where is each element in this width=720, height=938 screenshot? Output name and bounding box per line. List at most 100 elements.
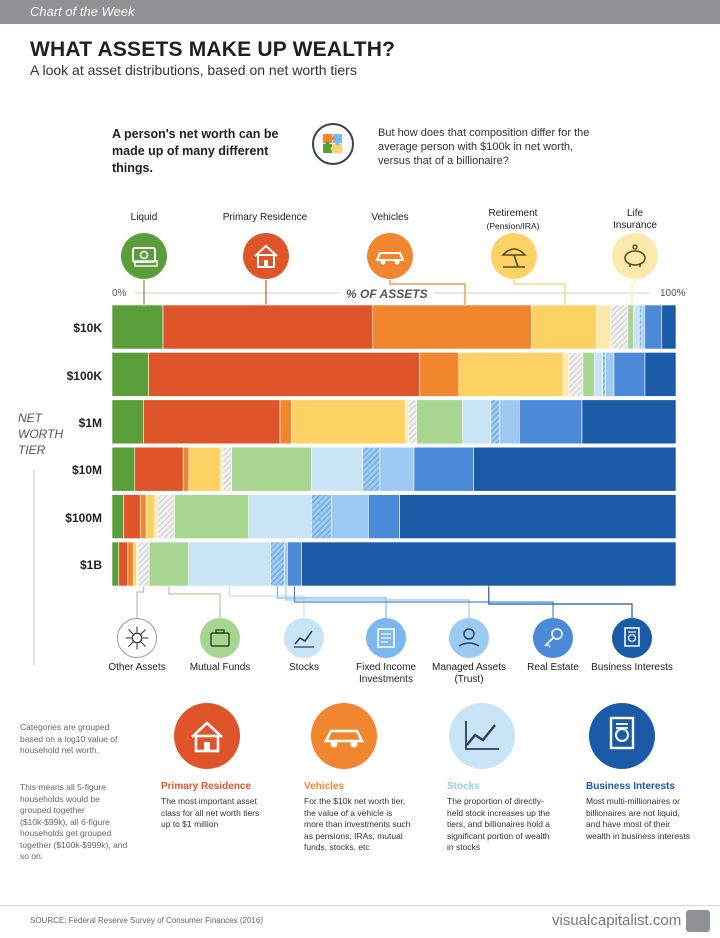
- bar-segment-mutual-funds-100k: [582, 352, 595, 397]
- bar-segment-managed-assets-trust--100k: [605, 352, 615, 397]
- bar-segment-other-assets-1m: [407, 399, 418, 445]
- bar-segment-other-assets-10m: [222, 446, 232, 492]
- bar-segment-fixed-income-investments-100m: [311, 494, 332, 539]
- bar-segment-retirement-pension-ira--1m: [291, 399, 406, 445]
- bar-segment-fixed-income-investments-100k: [602, 352, 606, 397]
- bar-segment-retirement-pension-ira--100m: [145, 494, 156, 539]
- bar-segment-retirement-pension-ira--1b: [133, 541, 137, 587]
- house-icon: [243, 233, 289, 279]
- car-icon: [311, 703, 377, 769]
- label-life-insurance: Life Insurance: [613, 208, 657, 231]
- intro-right-text: But how does that composition differ for…: [378, 127, 590, 167]
- card-title-stocks: Stocks: [447, 781, 480, 792]
- side-note-grouping: Categories are grouped based on a log10 …: [20, 722, 118, 755]
- bar-segment-liquid-1m: [111, 399, 144, 445]
- card-title-primary-residence: Primary Residence: [161, 781, 252, 792]
- bar-segment-other-assets-100m: [157, 494, 175, 539]
- car-icon: [367, 233, 413, 279]
- bar-segment-stocks-1b: [188, 541, 271, 587]
- label-managed-assets: Managed Assets (Trust): [432, 662, 506, 685]
- bar-segment-stocks-100m: [248, 494, 312, 539]
- brand-name[interactable]: visualcapitalist.com: [552, 912, 682, 929]
- footer-divider: [0, 905, 720, 906]
- bar-segment-primary-residence-100m: [123, 494, 141, 539]
- bar-segment-real-estate-100m: [368, 494, 400, 539]
- bar-segment-mutual-funds-1m: [416, 399, 463, 445]
- bar-segment-stocks-10m: [311, 446, 363, 492]
- brand-logo-icon: [686, 910, 710, 932]
- connector-stocks: [229, 586, 305, 618]
- house-icon: [174, 703, 240, 769]
- source-note: SOURCE: Federal Reserve Survey of Consum…: [30, 916, 263, 925]
- bar-segment-retirement-pension-ira--10m: [188, 446, 221, 492]
- row-label-10k: $10K: [73, 321, 102, 335]
- bar-segment-vehicles-10k: [372, 304, 532, 350]
- bar-segment-business-interests-10m: [473, 446, 677, 492]
- bar-segment-retirement-pension-ira--100k: [458, 352, 564, 397]
- cash-icon: [121, 233, 167, 279]
- connector-retirement-pension-ira-: [513, 280, 566, 305]
- bar-segment-liquid-10k: [111, 304, 164, 350]
- bar-segment-business-interests-1m: [581, 399, 677, 445]
- bar-segment-business-interests-100k: [644, 352, 677, 397]
- label-real-estate: Real Estate: [527, 662, 579, 673]
- row-label-10m: $10M: [71, 463, 102, 477]
- bar-segment-vehicles-1b: [127, 541, 134, 587]
- page-subtitle: A look at asset distributions, based on …: [30, 62, 357, 78]
- card-title-business-interests: Business Interests: [586, 781, 675, 792]
- bar-segment-liquid-1b: [111, 541, 120, 587]
- bar-segment-real-estate-1m: [519, 399, 583, 445]
- bar-segment-vehicles-100m: [140, 494, 147, 539]
- bar-segment-retirement-pension-ira--10k: [531, 304, 597, 350]
- bar-segment-primary-residence-10m: [134, 446, 184, 492]
- connector-fixed-income-investments: [276, 586, 387, 618]
- puzzle-icon: [312, 123, 354, 165]
- label-stocks: Stocks: [288, 662, 319, 673]
- axis-left-label: 0%: [112, 288, 127, 299]
- bar-segment-life-insurance-10k: [596, 304, 612, 350]
- page-title: WHAT ASSETS MAKE UP WEALTH?: [30, 38, 396, 61]
- side-note-example: This means all 5-figure households would…: [20, 782, 128, 861]
- beach-umbrella-icon: [491, 233, 537, 279]
- card-text-primary-residence: The most important asset class for all n…: [161, 796, 260, 829]
- bar-segment-business-interests-1b: [301, 541, 677, 587]
- money-hand-icon: [449, 618, 489, 658]
- bar-segment-vehicles-1m: [279, 399, 292, 445]
- bar-segment-liquid-100k: [111, 352, 149, 397]
- connector-vehicles: [389, 280, 466, 305]
- bar-segment-business-interests-100m: [399, 494, 677, 539]
- label-retirement: Retirement (Pension/IRA): [486, 208, 540, 231]
- row-label-1m: $1M: [78, 416, 102, 430]
- bar-segment-vehicles-100k: [419, 352, 460, 397]
- card-title-vehicles: Vehicles: [304, 781, 345, 792]
- connector-life-insurance: [631, 280, 636, 305]
- bar-segment-managed-assets-trust--100m: [331, 494, 369, 539]
- header-bar: Chart of the Week: [0, 0, 720, 24]
- connector-real-estate: [293, 586, 554, 618]
- bar-segment-stocks-1m: [462, 399, 492, 445]
- stock-chart-icon: [449, 703, 515, 769]
- bar-segment-primary-residence-1m: [143, 399, 281, 445]
- card-text-vehicles: For the $10k net worth tier, the value o…: [304, 796, 411, 852]
- bar-segment-mutual-funds-1b: [148, 541, 190, 587]
- bar-segment-business-interests-10k: [661, 304, 677, 350]
- connector-other-assets: [136, 586, 145, 618]
- bar-segment-mutual-funds-100m: [174, 494, 250, 539]
- bar-segment-managed-assets-trust--10k: [641, 304, 646, 350]
- bar-segment-fixed-income-investments-10m: [362, 446, 381, 492]
- bar-segment-other-assets-100k: [568, 352, 584, 397]
- bar-segment-mutual-funds-10m: [231, 446, 312, 492]
- bar-segment-stocks-10k: [633, 304, 640, 350]
- bar-segment-real-estate-100k: [613, 352, 646, 397]
- axis-right-label: 100%: [660, 288, 686, 299]
- bar-segment-mutual-funds-10k: [627, 304, 634, 350]
- stacked-bar-chart: [33, 280, 677, 665]
- label-fixed-income: Fixed Income Investments: [355, 662, 417, 685]
- bar-segment-managed-assets-trust--10m: [379, 446, 415, 492]
- bar-segment-life-insurance-100m: [154, 494, 158, 539]
- bar-segment-real-estate-10k: [644, 304, 663, 350]
- asset-network-icon: [117, 618, 157, 658]
- bar-segment-managed-assets-trust--1b: [284, 541, 288, 587]
- connector-mutual-funds: [168, 586, 221, 618]
- card-text-business-interests: Most multi-millionaires or billionaires …: [586, 796, 690, 841]
